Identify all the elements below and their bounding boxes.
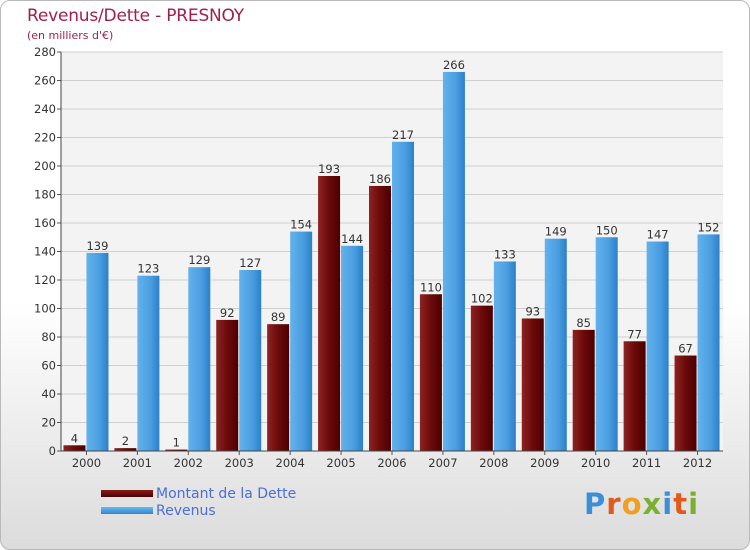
y-tick-label: 120 xyxy=(34,273,56,287)
x-tick-label: 2003 xyxy=(225,456,254,470)
bar-revenus xyxy=(595,237,618,451)
y-tick-label: 280 xyxy=(34,45,56,59)
data-label-revenus: 139 xyxy=(86,239,108,253)
x-tick-label: 2007 xyxy=(428,456,457,470)
bar-dette xyxy=(623,341,646,451)
logo-letter: i xyxy=(688,487,700,521)
bar-dette xyxy=(521,318,544,451)
x-tick-label: 2005 xyxy=(326,456,355,470)
legend-item-dette: Montant de la Dette xyxy=(1,486,401,506)
data-label-revenus: 150 xyxy=(596,223,618,237)
logo-letter: o xyxy=(621,487,643,521)
bar-dette xyxy=(470,305,493,451)
y-tick-label: 140 xyxy=(34,245,56,259)
y-tick-label: 100 xyxy=(34,302,56,316)
y-tick-label: 40 xyxy=(41,387,56,401)
bar-dette xyxy=(165,449,188,451)
data-label-revenus: 127 xyxy=(239,256,261,270)
bar-revenus xyxy=(442,71,465,451)
data-label-dette: 77 xyxy=(627,327,642,341)
data-label-revenus: 123 xyxy=(137,262,159,276)
data-label-revenus: 152 xyxy=(698,220,720,234)
x-tick-label: 2004 xyxy=(276,456,305,470)
logo-letter: P xyxy=(584,487,607,521)
legend-item-revenus: Revenus xyxy=(1,503,401,523)
x-tick-label: 2011 xyxy=(632,456,661,470)
data-label-revenus: 217 xyxy=(392,128,414,142)
bar-dette xyxy=(419,294,442,451)
x-tick-label: 2012 xyxy=(683,456,712,470)
bar-revenus xyxy=(493,261,516,451)
bar-revenus xyxy=(239,270,262,451)
y-tick-label: 20 xyxy=(41,416,56,430)
y-tick-label: 180 xyxy=(34,188,56,202)
bar-dette xyxy=(63,445,86,451)
data-label-dette: 92 xyxy=(220,306,235,320)
logo-letter: t xyxy=(673,487,689,521)
y-tick-label: 260 xyxy=(34,74,56,88)
x-tick-label: 2002 xyxy=(174,456,203,470)
x-tick-label: 2001 xyxy=(123,456,152,470)
x-tick-label: 2010 xyxy=(581,456,610,470)
logo-letter: r xyxy=(606,487,622,521)
y-tick-label: 160 xyxy=(34,216,56,230)
data-label-revenus: 266 xyxy=(443,58,465,72)
chart-subtitle: (en milliers d'€) xyxy=(27,29,114,42)
data-label-revenus: 144 xyxy=(341,232,363,246)
legend-label-revenus: Revenus xyxy=(156,503,216,519)
legend-swatch-revenus xyxy=(101,507,153,514)
bar-dette xyxy=(114,448,137,451)
y-tick-label: 220 xyxy=(34,131,56,145)
data-label-dette: 4 xyxy=(71,431,78,445)
y-tick-label: 0 xyxy=(49,444,56,458)
bar-dette xyxy=(267,324,290,451)
y-tick-label: 60 xyxy=(41,359,56,373)
proxiti-logo: Proxiti xyxy=(584,487,699,521)
chart-title: Revenus/Dette - PRESNOY xyxy=(27,6,244,26)
y-tick-label: 80 xyxy=(41,330,56,344)
data-label-revenus: 147 xyxy=(647,228,669,242)
logo-letter: x xyxy=(642,487,663,521)
bar-revenus xyxy=(290,231,313,451)
bar-revenus xyxy=(341,245,364,451)
y-tick-label: 240 xyxy=(34,102,56,116)
logo-letter: i xyxy=(662,487,674,521)
data-label-dette: 89 xyxy=(271,310,286,324)
data-label-revenus: 133 xyxy=(494,247,516,261)
data-label-revenus: 149 xyxy=(545,225,567,239)
data-label-dette: 1 xyxy=(173,436,180,450)
legend-swatch-dette xyxy=(101,490,153,497)
x-tick-label: 2006 xyxy=(377,456,406,470)
legend-label-dette: Montant de la Dette xyxy=(156,486,297,502)
bar-dette xyxy=(572,329,595,451)
data-label-dette: 110 xyxy=(420,280,442,294)
data-label-dette: 85 xyxy=(576,316,591,330)
data-label-dette: 67 xyxy=(678,342,693,356)
bar-dette xyxy=(674,355,697,451)
bar-revenus xyxy=(646,241,669,451)
bar-revenus xyxy=(137,275,160,451)
data-label-dette: 186 xyxy=(369,172,391,186)
bar-dette xyxy=(216,319,239,451)
x-tick-label: 2008 xyxy=(479,456,508,470)
x-tick-label: 2000 xyxy=(72,456,101,470)
x-tick-label: 2009 xyxy=(530,456,559,470)
data-label-revenus: 129 xyxy=(188,253,210,267)
data-label-dette: 93 xyxy=(525,304,540,318)
bar-revenus xyxy=(392,141,414,451)
bar-revenus xyxy=(544,238,567,451)
bar-revenus xyxy=(697,234,720,451)
data-label-dette: 193 xyxy=(318,162,340,176)
y-tick-label: 200 xyxy=(34,159,56,173)
bar-dette xyxy=(369,185,391,451)
bar-revenus xyxy=(188,267,211,451)
data-label-dette: 102 xyxy=(471,292,493,306)
data-label-dette: 2 xyxy=(122,434,129,448)
bar-revenus xyxy=(86,252,109,451)
data-label-revenus: 154 xyxy=(290,218,312,232)
bar-dette xyxy=(318,175,341,451)
